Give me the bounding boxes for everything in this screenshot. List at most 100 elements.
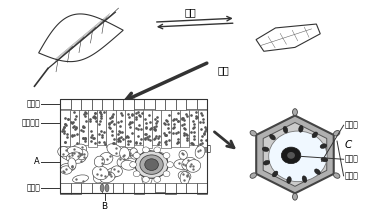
Bar — [61, 183, 71, 194]
Ellipse shape — [333, 131, 340, 136]
Bar — [81, 183, 92, 193]
Ellipse shape — [154, 177, 161, 182]
Ellipse shape — [142, 177, 149, 182]
Ellipse shape — [269, 131, 327, 182]
Ellipse shape — [272, 171, 278, 177]
Text: 上表皮: 上表皮 — [26, 100, 40, 109]
Ellipse shape — [163, 153, 170, 158]
Ellipse shape — [179, 150, 187, 160]
Text: 切片: 切片 — [184, 7, 196, 17]
Text: B: B — [102, 202, 108, 211]
Ellipse shape — [130, 148, 138, 159]
Bar — [125, 110, 134, 147]
Text: 再放大: 再放大 — [197, 145, 212, 154]
Ellipse shape — [163, 171, 170, 177]
Bar — [144, 99, 155, 109]
Ellipse shape — [117, 157, 128, 167]
Bar — [124, 99, 134, 110]
Ellipse shape — [69, 151, 86, 163]
Bar — [155, 99, 166, 110]
Bar — [113, 99, 124, 110]
Ellipse shape — [133, 153, 140, 158]
Ellipse shape — [70, 144, 87, 156]
Bar — [144, 183, 155, 193]
Bar — [186, 183, 197, 193]
Ellipse shape — [111, 166, 122, 176]
Bar — [152, 110, 161, 145]
Ellipse shape — [140, 155, 163, 174]
Ellipse shape — [299, 125, 303, 132]
Ellipse shape — [60, 163, 75, 171]
Bar — [71, 99, 81, 110]
Ellipse shape — [100, 184, 104, 192]
Text: A: A — [34, 157, 40, 166]
Ellipse shape — [155, 160, 163, 172]
Bar — [61, 99, 71, 109]
Bar — [198, 110, 208, 147]
Bar — [116, 110, 125, 146]
Ellipse shape — [287, 152, 295, 159]
Ellipse shape — [121, 160, 135, 170]
Ellipse shape — [312, 132, 318, 138]
Ellipse shape — [142, 147, 149, 153]
Bar — [81, 99, 92, 109]
Ellipse shape — [135, 151, 168, 178]
Ellipse shape — [94, 156, 105, 167]
Bar — [70, 110, 79, 148]
Ellipse shape — [92, 166, 109, 180]
Ellipse shape — [76, 150, 88, 160]
Ellipse shape — [93, 171, 104, 183]
Ellipse shape — [270, 134, 275, 140]
Bar — [92, 99, 102, 110]
Bar — [97, 110, 106, 145]
Ellipse shape — [148, 170, 157, 178]
Bar — [134, 99, 144, 109]
Ellipse shape — [66, 152, 81, 161]
Ellipse shape — [120, 147, 129, 160]
Ellipse shape — [105, 168, 121, 178]
Ellipse shape — [195, 146, 205, 158]
Ellipse shape — [186, 160, 201, 172]
Text: 细胞壁: 细胞壁 — [344, 171, 359, 180]
Ellipse shape — [167, 162, 173, 168]
Polygon shape — [256, 115, 334, 193]
Bar — [197, 99, 208, 109]
Bar — [106, 110, 116, 147]
Ellipse shape — [263, 160, 270, 165]
Text: 放大: 放大 — [217, 65, 229, 75]
Bar — [88, 110, 97, 147]
Bar — [166, 183, 176, 194]
Ellipse shape — [130, 162, 137, 168]
Ellipse shape — [283, 126, 288, 133]
Ellipse shape — [153, 153, 167, 166]
Ellipse shape — [302, 176, 307, 183]
Ellipse shape — [287, 177, 291, 183]
Bar — [79, 110, 88, 145]
Ellipse shape — [314, 169, 320, 174]
Bar — [124, 183, 134, 193]
Bar — [134, 183, 144, 194]
Ellipse shape — [68, 158, 76, 170]
Ellipse shape — [105, 184, 109, 192]
Ellipse shape — [180, 171, 189, 185]
Ellipse shape — [178, 171, 191, 181]
Ellipse shape — [73, 175, 89, 183]
Bar — [180, 110, 189, 147]
Bar — [197, 183, 208, 194]
Ellipse shape — [292, 193, 297, 200]
Text: C: C — [344, 140, 352, 150]
Bar — [61, 110, 70, 146]
Ellipse shape — [185, 162, 199, 171]
Bar — [113, 183, 124, 193]
Ellipse shape — [67, 147, 83, 156]
Text: 下表皮: 下表皮 — [26, 183, 40, 193]
Ellipse shape — [100, 153, 113, 164]
Ellipse shape — [250, 173, 256, 178]
Ellipse shape — [174, 159, 190, 169]
Bar — [71, 183, 81, 194]
Bar — [102, 183, 113, 193]
Ellipse shape — [100, 172, 115, 183]
Ellipse shape — [122, 149, 135, 158]
Ellipse shape — [320, 144, 327, 148]
Bar — [102, 99, 113, 111]
